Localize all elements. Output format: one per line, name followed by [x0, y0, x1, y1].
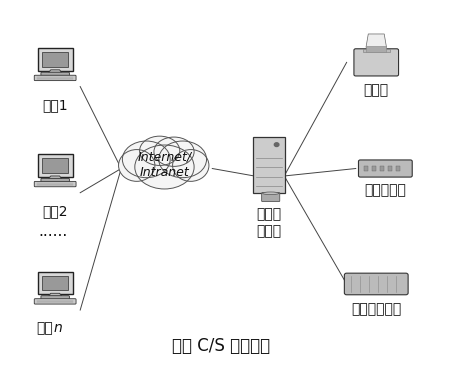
- Ellipse shape: [135, 145, 194, 189]
- FancyBboxPatch shape: [42, 52, 68, 67]
- Circle shape: [274, 143, 279, 147]
- Text: 打印机: 打印机: [364, 83, 389, 97]
- Bar: [372, 166, 376, 171]
- Text: 用户: 用户: [36, 321, 53, 335]
- Text: 两层 C/S 体系结构: 两层 C/S 体系结构: [172, 337, 271, 355]
- Text: ......: ......: [38, 224, 67, 239]
- Text: 用户1: 用户1: [42, 98, 68, 112]
- Polygon shape: [48, 176, 62, 179]
- Ellipse shape: [122, 141, 170, 178]
- FancyBboxPatch shape: [354, 49, 399, 76]
- FancyBboxPatch shape: [34, 181, 76, 187]
- Polygon shape: [48, 70, 62, 73]
- Polygon shape: [366, 34, 386, 47]
- FancyBboxPatch shape: [41, 296, 70, 300]
- Text: 调制解调器: 调制解调器: [364, 183, 406, 197]
- Bar: [396, 166, 400, 171]
- Bar: [364, 166, 368, 171]
- FancyBboxPatch shape: [42, 276, 68, 290]
- FancyBboxPatch shape: [34, 75, 76, 81]
- Text: 其他公用设备: 其他公用设备: [351, 302, 402, 316]
- FancyBboxPatch shape: [344, 273, 408, 295]
- FancyBboxPatch shape: [37, 154, 73, 177]
- Text: n: n: [54, 321, 63, 335]
- Ellipse shape: [172, 150, 209, 181]
- Ellipse shape: [263, 192, 279, 195]
- Ellipse shape: [118, 150, 155, 181]
- Text: 用户2: 用户2: [42, 204, 68, 218]
- FancyBboxPatch shape: [254, 138, 285, 193]
- FancyBboxPatch shape: [359, 160, 412, 177]
- Text: Internet/
Intranet: Internet/ Intranet: [137, 151, 191, 179]
- Bar: [388, 166, 392, 171]
- FancyBboxPatch shape: [37, 48, 73, 71]
- Bar: [379, 166, 384, 171]
- FancyBboxPatch shape: [41, 72, 70, 76]
- Ellipse shape: [159, 141, 207, 178]
- FancyBboxPatch shape: [42, 158, 68, 173]
- FancyBboxPatch shape: [41, 178, 70, 182]
- Polygon shape: [48, 293, 62, 296]
- Text: 数据库
服务器: 数据库 服务器: [257, 208, 282, 238]
- FancyBboxPatch shape: [262, 192, 280, 201]
- FancyBboxPatch shape: [34, 299, 76, 304]
- FancyBboxPatch shape: [37, 271, 73, 294]
- Ellipse shape: [140, 136, 180, 166]
- Ellipse shape: [154, 137, 194, 166]
- FancyBboxPatch shape: [363, 49, 390, 52]
- FancyBboxPatch shape: [366, 46, 386, 52]
